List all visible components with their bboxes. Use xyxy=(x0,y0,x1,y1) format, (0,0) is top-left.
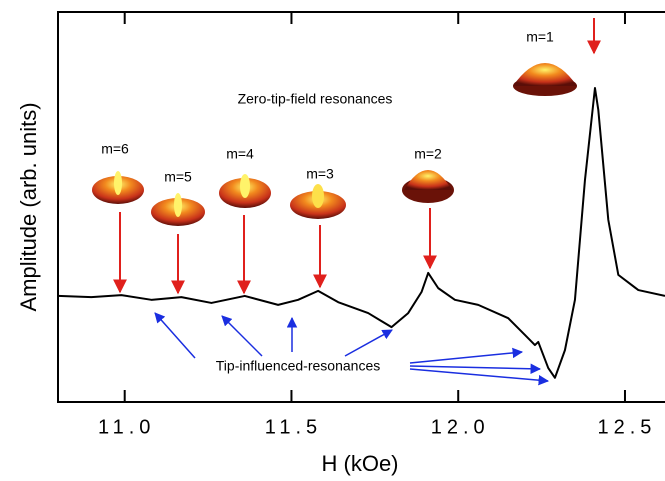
blue-arrows xyxy=(154,312,550,386)
insets xyxy=(92,63,577,226)
data-line xyxy=(57,87,665,379)
annotation: Tip-influenced-resonances xyxy=(216,358,380,374)
inset-m2 xyxy=(402,170,454,203)
inset-m3 xyxy=(290,184,346,219)
inset-m1 xyxy=(513,63,577,96)
x-tick-label: 11.5 xyxy=(265,416,322,438)
annotation: m=4 xyxy=(226,146,254,162)
red-arrows xyxy=(113,18,601,295)
annotation: m=3 xyxy=(306,166,334,182)
y-axis-title: Amplitude (arb. units) xyxy=(16,102,41,311)
annotation: Zero-tip-field resonances xyxy=(238,91,393,107)
x-tick-label: 12.0 xyxy=(431,416,490,438)
inset-m4 xyxy=(219,174,271,208)
x-tick-label: 11.0 xyxy=(98,416,155,438)
annotation: m=6 xyxy=(101,141,129,157)
annotation: m=2 xyxy=(414,146,442,162)
plot-frame xyxy=(57,11,665,403)
x-axis-title: H (kOe) xyxy=(322,451,399,476)
inset-m5 xyxy=(151,193,205,226)
x-tick-label: 12.5 xyxy=(598,416,657,438)
annotation: m=1 xyxy=(526,29,554,45)
annotation: m=5 xyxy=(164,169,192,185)
inset-m6 xyxy=(92,171,144,204)
